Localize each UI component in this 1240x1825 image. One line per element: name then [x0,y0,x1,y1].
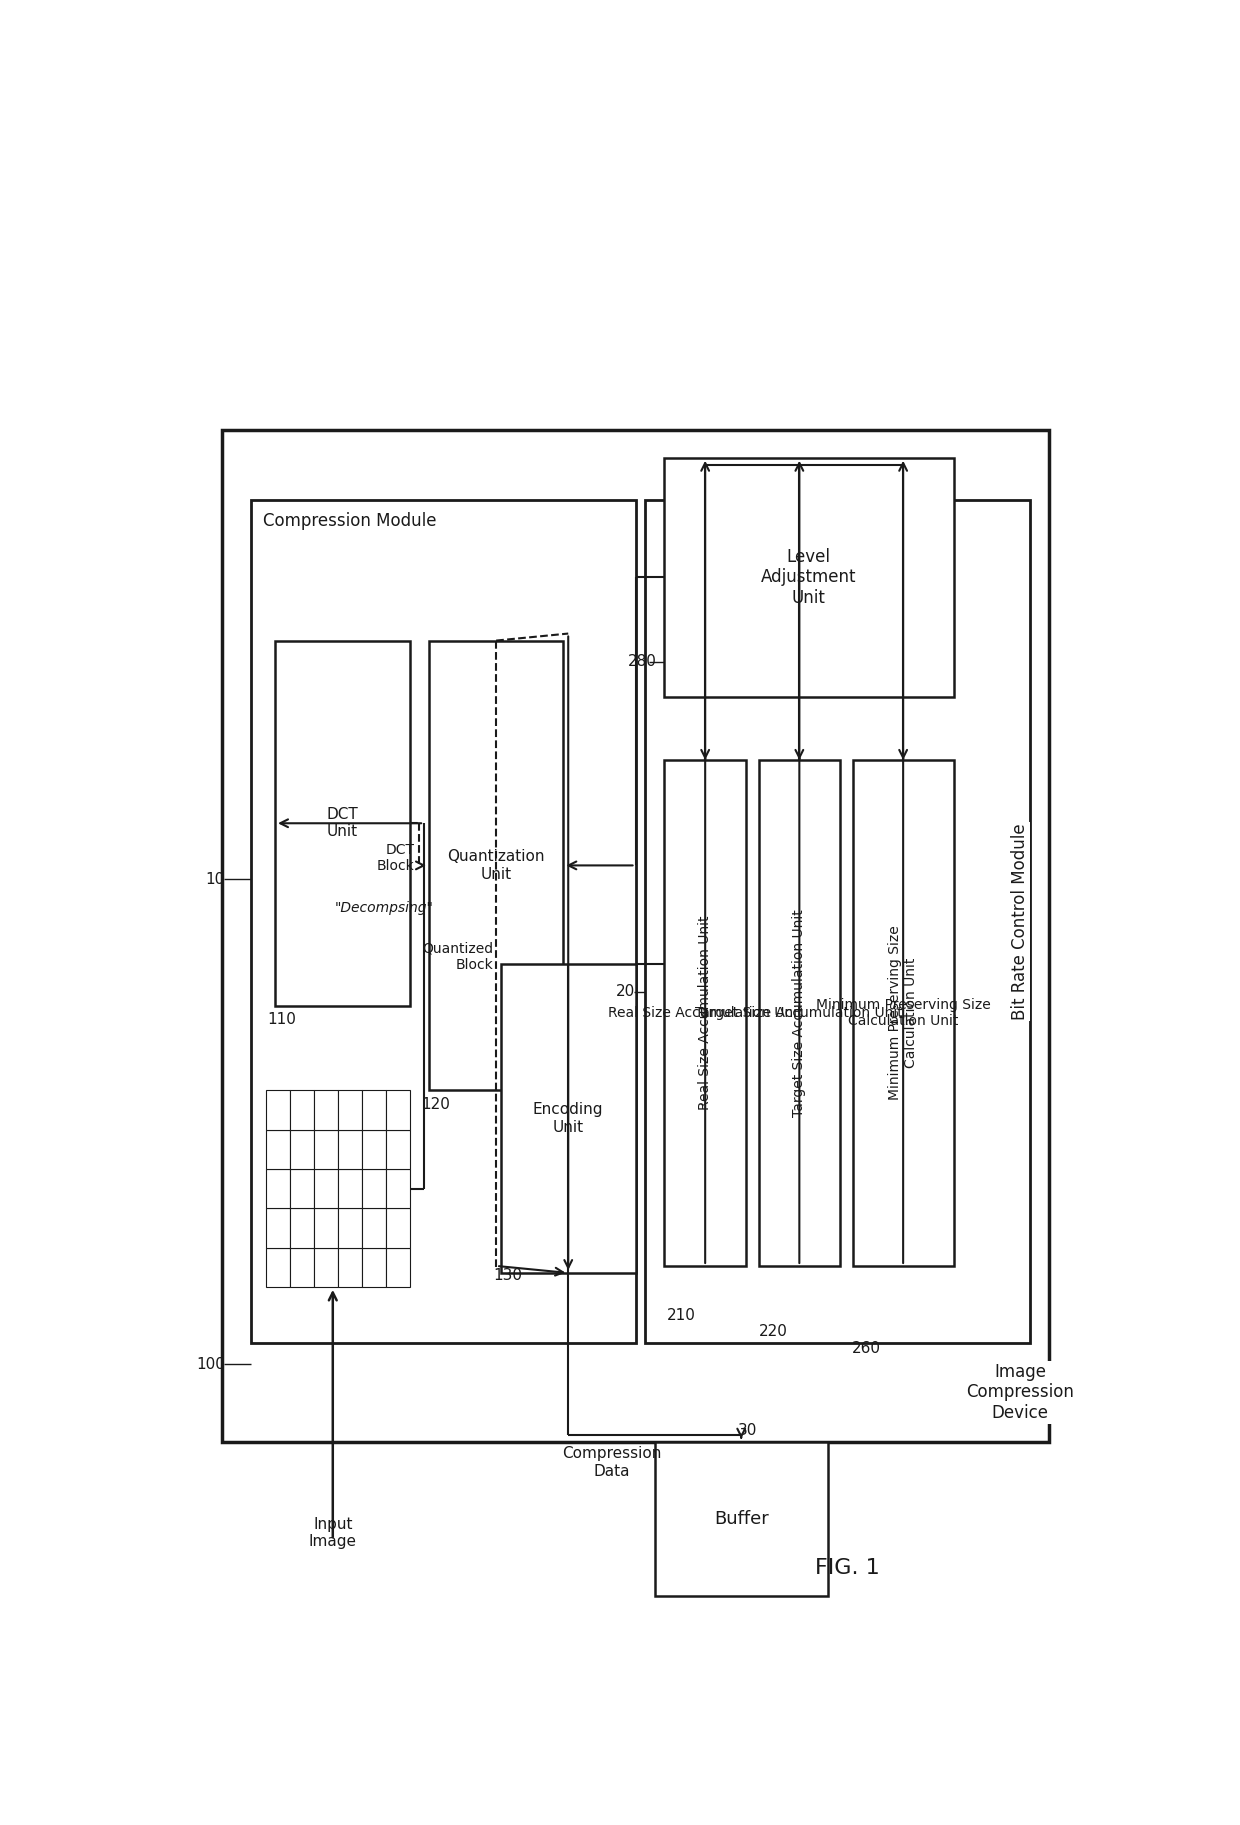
Bar [265,1090,290,1130]
Text: 30: 30 [738,1424,758,1438]
Bar [645,500,1029,1343]
Text: Input
Block: Input Block [370,1115,407,1144]
Bar [314,1208,337,1248]
Text: Minimum Preserving Size
Calculation Unit: Minimum Preserving Size Calculation Unit [816,998,991,1027]
Bar [265,1248,290,1287]
Bar [655,1442,828,1597]
Bar [290,1208,314,1248]
Text: Real Size Accumulation Unit: Real Size Accumulation Unit [608,1006,802,1020]
Bar [362,1170,386,1208]
Text: Quantized
Block: Quantized Block [422,942,494,973]
Text: 110: 110 [268,1013,296,1027]
Bar [362,1208,386,1248]
Bar [250,500,635,1343]
Text: Target Size Accumulation Unit: Target Size Accumulation Unit [792,909,806,1117]
Text: 260: 260 [852,1341,880,1356]
Text: Compression Module: Compression Module [263,513,436,529]
Bar [290,1170,314,1208]
Bar [759,759,841,1267]
Text: 20: 20 [616,984,636,1000]
Text: Level
Adjustment
Unit: Level Adjustment Unit [760,548,857,608]
Bar [362,1130,386,1170]
Text: DCT
Block: DCT Block [377,843,414,874]
Bar [265,1208,290,1248]
Bar [222,431,1049,1442]
Bar [501,964,635,1274]
Bar [386,1170,409,1208]
Bar [314,1130,337,1170]
Bar [265,1170,290,1208]
Text: 220: 220 [759,1325,787,1340]
Bar [337,1170,362,1208]
Bar [290,1130,314,1170]
Text: "Decompsing": "Decompsing" [335,900,433,914]
Bar [386,1130,409,1170]
Text: Bit Rate Control Module: Bit Rate Control Module [1011,823,1029,1020]
Text: Quantization
Unit: Quantization Unit [448,849,544,881]
Text: 210: 210 [667,1307,696,1323]
Bar [290,1090,314,1130]
Bar [386,1248,409,1287]
Text: FIG. 1: FIG. 1 [815,1559,879,1579]
Bar [386,1090,409,1130]
Bar [275,641,409,1006]
Bar [290,1248,314,1287]
Text: Buffer: Buffer [714,1509,769,1528]
Bar [337,1130,362,1170]
Text: 100: 100 [196,1356,226,1372]
Text: 10: 10 [205,872,224,887]
Bar [314,1090,337,1130]
Text: Input
Image: Input Image [309,1517,357,1549]
Bar [665,759,746,1267]
Bar [386,1208,409,1248]
Text: Image
Compression
Device: Image Compression Device [966,1363,1074,1422]
Bar [853,759,954,1267]
Bar [337,1208,362,1248]
Text: DCT
Unit: DCT Unit [326,807,358,840]
Text: Encoding
Unit: Encoding Unit [533,1102,604,1135]
Text: Compression
Data: Compression Data [562,1447,661,1478]
Text: 280: 280 [627,653,657,670]
Bar [362,1248,386,1287]
Text: 120: 120 [422,1097,450,1111]
Bar [337,1090,362,1130]
Bar [314,1170,337,1208]
Bar [265,1130,290,1170]
Bar [429,641,563,1090]
Text: Real Size Accumulation Unit: Real Size Accumulation Unit [698,916,712,1110]
Bar [337,1248,362,1287]
Text: 130: 130 [494,1268,522,1283]
Bar [362,1090,386,1130]
Bar [665,458,954,697]
Text: Minimum Preserving Size
Calculation Unit: Minimum Preserving Size Calculation Unit [888,925,919,1100]
Text: Target Size Accumulation Unit: Target Size Accumulation Unit [696,1006,903,1020]
Bar [314,1248,337,1287]
